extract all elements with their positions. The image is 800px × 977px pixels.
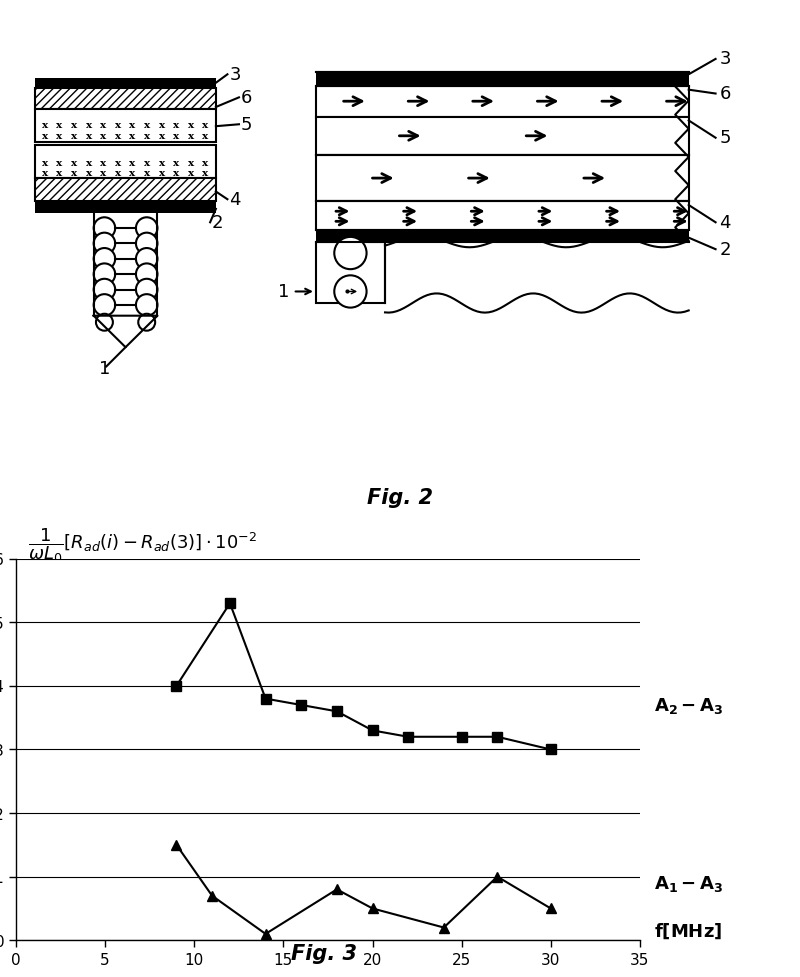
Text: x: x (56, 121, 62, 130)
Text: x: x (71, 158, 77, 168)
Text: x: x (114, 169, 121, 178)
Text: x: x (144, 132, 150, 141)
Circle shape (136, 294, 158, 317)
Text: 4: 4 (718, 214, 730, 232)
Bar (315, 201, 688, 231)
Bar (35, 146, 216, 179)
Text: 1: 1 (98, 360, 110, 378)
Circle shape (136, 234, 158, 255)
Text: x: x (173, 121, 179, 130)
Text: x: x (71, 169, 77, 178)
Text: x: x (173, 158, 179, 168)
Text: x: x (86, 121, 92, 130)
Bar (315, 73, 688, 86)
Circle shape (94, 264, 115, 285)
Text: x: x (56, 132, 62, 141)
Circle shape (136, 264, 158, 285)
Text: x: x (188, 169, 194, 178)
Text: $\dfrac{1}{\omega L_0}\left[R_{ad}(i) - R_{ad}(3)\right]\cdot 10^{-2}$: $\dfrac{1}{\omega L_0}\left[R_{ad}(i) - … (29, 526, 258, 565)
Text: x: x (202, 121, 208, 130)
Text: x: x (188, 132, 194, 141)
Bar (35, 179, 216, 201)
Text: x: x (42, 158, 48, 168)
Text: x: x (144, 158, 150, 168)
Text: 6: 6 (241, 89, 252, 106)
Text: x: x (144, 121, 150, 130)
Text: 6: 6 (718, 85, 730, 103)
Circle shape (96, 315, 113, 331)
Text: x: x (100, 169, 106, 178)
Circle shape (94, 294, 115, 317)
Text: x: x (71, 132, 77, 141)
Text: x: x (114, 158, 121, 168)
Text: x: x (71, 121, 77, 130)
Text: x: x (173, 132, 179, 141)
Text: x: x (114, 132, 121, 141)
Text: 1: 1 (278, 283, 289, 301)
Bar (35, 109, 216, 142)
Text: x: x (100, 158, 106, 168)
Bar (35, 88, 216, 109)
Text: $\mathbf{A_2 - A_3}$: $\mathbf{A_2 - A_3}$ (654, 696, 723, 715)
Text: 2: 2 (212, 214, 223, 232)
Text: x: x (130, 169, 135, 178)
Text: x: x (130, 121, 135, 130)
Text: x: x (188, 158, 194, 168)
Text: x: x (173, 169, 179, 178)
Bar (315, 231, 688, 242)
Circle shape (94, 234, 115, 255)
Text: x: x (202, 132, 208, 141)
Text: x: x (158, 169, 165, 178)
Text: x: x (42, 121, 48, 130)
Bar (315, 86, 688, 117)
Circle shape (334, 276, 366, 308)
Text: x: x (158, 132, 165, 141)
Circle shape (334, 237, 366, 270)
Text: Fig. 3: Fig. 3 (290, 944, 356, 963)
Text: x: x (202, 158, 208, 168)
Text: $\mathbf{A_1 - A_3}$: $\mathbf{A_1 - A_3}$ (654, 873, 723, 893)
Circle shape (136, 218, 158, 239)
Text: $\mathbf{f[MHz]}$: $\mathbf{f[MHz]}$ (654, 921, 722, 941)
Bar (315, 155, 688, 201)
Text: 3: 3 (718, 51, 730, 68)
Text: x: x (42, 132, 48, 141)
Circle shape (94, 248, 115, 270)
Text: x: x (86, 169, 92, 178)
Text: x: x (86, 132, 92, 141)
Circle shape (136, 248, 158, 270)
Circle shape (136, 279, 158, 301)
Text: 4: 4 (229, 191, 241, 209)
Text: x: x (56, 158, 62, 168)
Text: Fig. 2: Fig. 2 (367, 488, 433, 507)
Text: x: x (86, 158, 92, 168)
Text: x: x (56, 169, 62, 178)
Text: x: x (100, 121, 106, 130)
Text: x: x (130, 132, 135, 141)
Bar (315, 117, 688, 155)
Text: x: x (144, 169, 150, 178)
Text: 5: 5 (241, 115, 252, 134)
Circle shape (94, 218, 115, 239)
Text: x: x (100, 132, 106, 141)
Text: x: x (130, 158, 135, 168)
Text: 3: 3 (229, 65, 241, 84)
Text: 2: 2 (718, 240, 730, 259)
Text: x: x (202, 169, 208, 178)
Text: x: x (188, 121, 194, 130)
Bar (315, 242, 385, 304)
Circle shape (138, 315, 155, 331)
Text: x: x (158, 121, 165, 130)
Text: 5: 5 (718, 129, 730, 148)
Text: x: x (42, 169, 48, 178)
Bar (35, 201, 216, 213)
Bar (35, 79, 216, 88)
Circle shape (94, 279, 115, 301)
Text: x: x (114, 121, 121, 130)
Text: x: x (158, 158, 165, 168)
